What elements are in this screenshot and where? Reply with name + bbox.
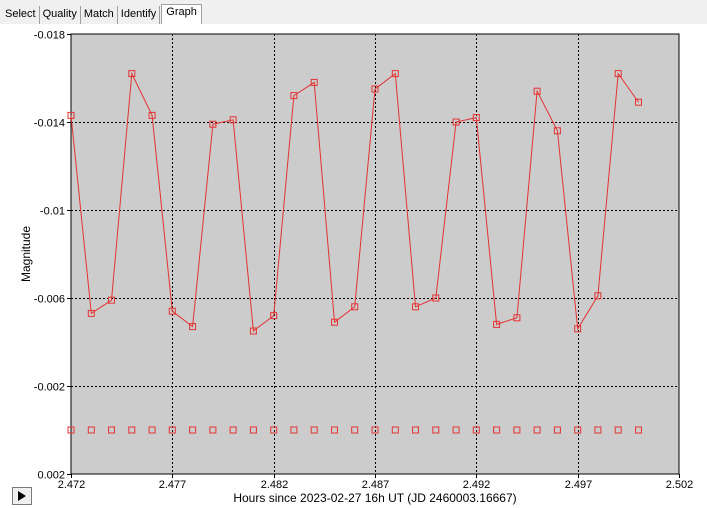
data-series	[67, 70, 642, 434]
x-tick-label: 2.482	[261, 479, 289, 491]
y-tick-label: -0.006	[34, 294, 65, 306]
data-point[interactable]	[290, 92, 298, 100]
reference-point[interactable]	[553, 426, 561, 434]
data-point[interactable]	[168, 307, 176, 315]
reference-point[interactable]	[270, 426, 278, 434]
y-tick-label: -0.002	[34, 382, 65, 394]
reference-point[interactable]	[533, 426, 541, 434]
reference-point[interactable]	[168, 426, 176, 434]
tab-bar: Select Quality Match Identify Graph	[0, 0, 707, 24]
x-tick-label: 2.472	[58, 479, 86, 491]
y-axis-title: Magnitude	[19, 226, 33, 282]
data-point[interactable]	[128, 70, 136, 78]
data-point[interactable]	[189, 323, 197, 331]
reference-point[interactable]	[412, 426, 419, 434]
reference-point[interactable]	[594, 426, 602, 434]
x-tick-label: 2.492	[463, 479, 491, 491]
tab-quality[interactable]: Quality	[40, 6, 81, 24]
reference-point[interactable]	[635, 426, 642, 434]
reference-point[interactable]	[148, 426, 156, 434]
tab-graph[interactable]: Graph	[161, 4, 202, 24]
axis-ticks: 2.472 2.477 2.482 2.487 2.492 2.497 2.502 -0.01…	[34, 30, 693, 492]
light-curve-chart[interactable]: 2.472 2.477 2.482 2.487 2.492 2.497 2.502 -0.01…	[0, 24, 707, 508]
data-point[interactable]	[533, 87, 541, 95]
y-tick-label: -0.014	[34, 118, 65, 130]
x-tick-label: 2.477	[159, 479, 187, 491]
data-point[interactable]	[249, 327, 257, 335]
reference-point[interactable]	[108, 426, 115, 434]
grid-lines	[71, 34, 679, 474]
data-point[interactable]	[108, 296, 115, 304]
data-point[interactable]	[472, 114, 480, 122]
data-point[interactable]	[87, 309, 95, 317]
x-axis-title: Hours since 2023-02-27 16h UT (JD 246000…	[233, 491, 516, 505]
data-point[interactable]	[229, 116, 237, 124]
reference-point[interactable]	[209, 426, 217, 434]
reference-point[interactable]	[249, 426, 257, 434]
reference-point[interactable]	[493, 426, 501, 434]
reference-point[interactable]	[614, 426, 622, 434]
data-point[interactable]	[574, 325, 582, 333]
reference-point[interactable]	[391, 426, 399, 434]
tab-match[interactable]: Match	[81, 6, 118, 24]
reference-point[interactable]	[229, 426, 237, 434]
data-point[interactable]	[412, 303, 419, 311]
reference-point[interactable]	[189, 426, 197, 434]
reference-point[interactable]	[513, 426, 521, 434]
data-point[interactable]	[432, 294, 440, 302]
data-point[interactable]	[391, 70, 399, 78]
x-tick-label: 2.487	[362, 479, 390, 491]
data-point[interactable]	[452, 118, 460, 126]
y-tick-label: -0.018	[34, 30, 65, 42]
data-point[interactable]	[351, 303, 359, 311]
data-point[interactable]	[553, 127, 561, 135]
reference-point[interactable]	[67, 426, 75, 434]
y-tick-label: -0.01	[40, 206, 65, 218]
play-icon	[18, 491, 26, 501]
data-point[interactable]	[209, 120, 217, 128]
reference-point[interactable]	[331, 426, 338, 434]
reference-point[interactable]	[310, 426, 318, 434]
reference-point[interactable]	[574, 426, 582, 434]
reference-point[interactable]	[472, 426, 480, 434]
reference-point[interactable]	[351, 426, 359, 434]
graph-panel: 2.472 2.477 2.482 2.487 2.492 2.497 2.502 -0.01…	[0, 24, 707, 508]
play-button[interactable]	[12, 487, 32, 505]
data-point[interactable]	[513, 314, 521, 322]
reference-point[interactable]	[432, 426, 440, 434]
x-tick-label: 2.497	[565, 479, 593, 491]
reference-point[interactable]	[290, 426, 298, 434]
data-point[interactable]	[270, 312, 278, 320]
data-point[interactable]	[310, 78, 318, 86]
series-line	[70, 71, 639, 332]
reference-point[interactable]	[87, 426, 95, 434]
y-tick-label: 0.002	[37, 470, 65, 482]
data-point[interactable]	[635, 98, 642, 106]
reference-point[interactable]	[371, 426, 379, 434]
x-tick-label: 2.502	[666, 479, 694, 491]
tab-strip: Select Quality Match Identify Graph	[2, 4, 202, 24]
data-point[interactable]	[614, 70, 622, 78]
reference-point[interactable]	[452, 426, 460, 434]
data-point[interactable]	[371, 85, 379, 93]
tab-identify[interactable]: Identify	[118, 6, 161, 24]
reference-point[interactable]	[128, 426, 136, 434]
data-point[interactable]	[148, 111, 156, 119]
tab-select[interactable]: Select	[2, 6, 40, 24]
data-point[interactable]	[594, 292, 602, 300]
data-point[interactable]	[67, 111, 75, 119]
data-point[interactable]	[493, 320, 501, 328]
data-point[interactable]	[331, 318, 338, 326]
